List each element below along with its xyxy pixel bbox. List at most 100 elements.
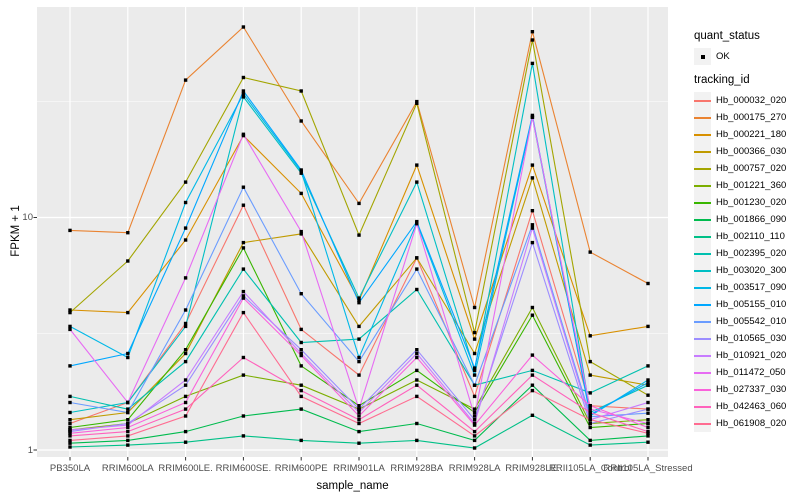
data-point xyxy=(530,373,535,377)
data-point xyxy=(415,368,419,373)
data-point xyxy=(241,75,246,80)
y-tick-label: 1 xyxy=(27,444,33,456)
data-point xyxy=(530,305,535,310)
data-point xyxy=(68,327,72,332)
legend-item: Hb_001221_360 xyxy=(694,177,786,194)
data-point xyxy=(68,445,72,449)
data-point xyxy=(415,383,419,387)
x-tick-label: RRII105LA_Stressed xyxy=(603,463,693,474)
data-point xyxy=(646,421,650,426)
legend-item-label: Hb_001230_020 xyxy=(716,197,787,208)
data-point xyxy=(299,348,303,352)
data-point xyxy=(415,351,419,356)
data-point xyxy=(357,324,361,329)
legend-item-label: Hb_000757_020 xyxy=(716,163,787,174)
data-point xyxy=(357,418,361,422)
data-point xyxy=(126,355,130,360)
legend-key-swatch xyxy=(694,279,711,296)
legend-key-swatch xyxy=(694,177,711,194)
data-point xyxy=(299,383,303,387)
data-point xyxy=(472,429,477,434)
data-point xyxy=(183,180,188,184)
point-symbol-icon xyxy=(700,54,705,59)
data-point xyxy=(241,92,246,96)
legend-key-swatch xyxy=(694,211,711,228)
data-point xyxy=(126,410,130,415)
data-point xyxy=(472,394,477,399)
data-point xyxy=(588,334,592,338)
data-point xyxy=(357,404,361,408)
series-color-line-icon xyxy=(694,150,711,153)
legend-item: Hb_003517_090 xyxy=(694,279,786,296)
data-point xyxy=(415,180,419,184)
data-point xyxy=(588,425,592,430)
data-point xyxy=(241,185,246,189)
data-point xyxy=(357,407,361,411)
data-point xyxy=(299,364,303,368)
series-color-line-icon xyxy=(694,184,711,187)
data-point xyxy=(357,429,361,434)
legend-item-label: Hb_042463_060 xyxy=(716,401,787,412)
data-point xyxy=(126,400,130,405)
legend-item: Hb_010565_030 xyxy=(694,330,786,347)
data-point xyxy=(68,310,72,315)
data-point xyxy=(183,414,188,418)
data-point xyxy=(646,380,650,385)
data-point xyxy=(415,222,419,226)
legend-title-tracking-id: tracking_id xyxy=(694,74,750,86)
legend-item: Hb_011472_050 xyxy=(694,364,786,381)
data-point xyxy=(68,425,72,430)
data-point xyxy=(299,171,303,175)
data-point xyxy=(126,425,130,430)
data-point xyxy=(241,246,246,250)
legend-key-swatch xyxy=(694,143,711,160)
data-point xyxy=(646,324,650,329)
x-tick-label: RRIM928LA xyxy=(448,463,501,474)
legend-key-swatch xyxy=(694,398,711,415)
legend-item-label: Hb_003517_090 xyxy=(716,282,787,293)
data-point xyxy=(126,259,130,263)
series-color-line-icon xyxy=(694,133,711,136)
data-point xyxy=(126,434,130,438)
data-point xyxy=(472,351,477,356)
data-point xyxy=(530,113,535,118)
data-point xyxy=(299,232,303,236)
data-point xyxy=(299,351,303,356)
data-point xyxy=(472,410,477,415)
data-point xyxy=(68,428,72,432)
data-point xyxy=(588,359,592,364)
data-point xyxy=(530,38,535,42)
x-tick-label: RRII105LA_Control xyxy=(548,463,632,474)
data-point xyxy=(357,441,361,445)
data-point xyxy=(68,308,72,312)
data-point xyxy=(588,407,592,411)
legend-item: Hb_000366_030 xyxy=(694,143,786,160)
series-color-line-icon xyxy=(694,320,711,323)
data-point xyxy=(68,418,72,422)
series-color-line-icon xyxy=(694,405,711,408)
legend-item-quant-ok: OK xyxy=(694,48,730,65)
data-point xyxy=(357,359,361,364)
series-color-line-icon xyxy=(694,303,711,306)
data-point xyxy=(588,404,592,408)
data-point xyxy=(646,440,650,444)
data-point xyxy=(472,407,477,411)
data-point xyxy=(126,310,130,315)
data-point xyxy=(357,201,361,206)
legend-item-label: Hb_061908_020 xyxy=(716,418,787,429)
data-point xyxy=(415,163,419,167)
data-point xyxy=(530,209,535,213)
legend-item-label: Hb_000366_030 xyxy=(716,146,787,157)
data-point xyxy=(183,351,188,356)
data-point xyxy=(415,101,419,105)
legend-item: Hb_027337_030 xyxy=(694,381,786,398)
data-point xyxy=(588,373,592,377)
legend-item-label: Hb_010565_030 xyxy=(716,333,787,344)
data-point xyxy=(183,276,188,280)
data-point xyxy=(415,378,419,382)
legend-item: Hb_000221_180 xyxy=(694,126,786,143)
data-point xyxy=(183,308,188,312)
legend-item-label: Hb_003020_300 xyxy=(716,265,787,276)
